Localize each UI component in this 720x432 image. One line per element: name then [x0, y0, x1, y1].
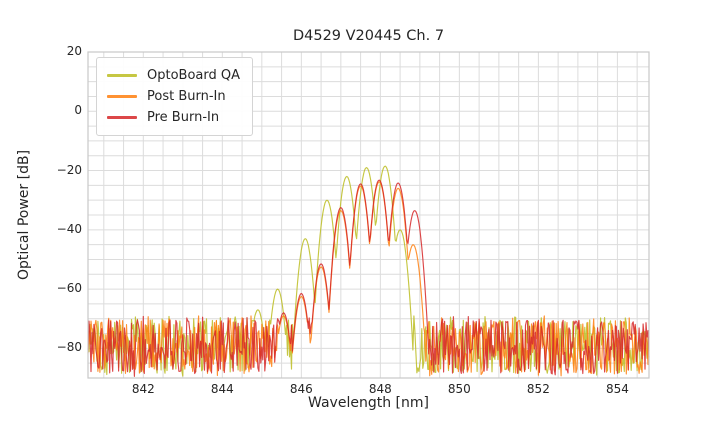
- legend-line-swatch: [107, 95, 137, 98]
- x-tick-label: 844: [210, 382, 234, 396]
- legend-label: OptoBoard QA: [147, 68, 240, 83]
- y-tick-label: −40: [56, 221, 82, 236]
- legend-item-pre-burn-in: Pre Burn-In: [107, 107, 240, 128]
- legend: OptoBoard QA Post Burn-In Pre Burn-In: [96, 57, 253, 136]
- chart-title: D4529 V20445 Ch. 7: [292, 28, 445, 44]
- legend-line-swatch: [107, 74, 137, 77]
- series-line-post-burn-in: [87, 181, 650, 377]
- x-tick-label: 852: [526, 382, 550, 396]
- plot-border: [87, 51, 650, 379]
- y-tick-label: −80: [56, 340, 82, 355]
- legend-item-post-burn-in: Post Burn-In: [107, 86, 240, 107]
- y-tick-label: 0: [74, 103, 82, 118]
- x-tick-label: 848: [368, 382, 392, 396]
- x-tick-label: 854: [605, 382, 629, 396]
- y-tick-label: 20: [66, 44, 82, 58]
- legend-line-swatch: [107, 116, 137, 119]
- x-tick-label: 842: [131, 382, 155, 396]
- series-line-pre-burn-in: [87, 179, 650, 377]
- x-axis-label: Wavelength [nm]: [308, 395, 429, 411]
- legend-label: Pre Burn-In: [147, 110, 220, 125]
- x-tick-label: 846: [289, 382, 313, 396]
- x-tick-label: 850: [447, 382, 471, 396]
- legend-label: Post Burn-In: [147, 89, 226, 104]
- y-tick-label: −20: [56, 162, 82, 177]
- y-axis-label: Optical Power [dB]: [16, 149, 32, 281]
- legend-item-optoboard-qa: OptoBoard QA: [107, 65, 240, 86]
- y-tick-label: −60: [56, 281, 82, 296]
